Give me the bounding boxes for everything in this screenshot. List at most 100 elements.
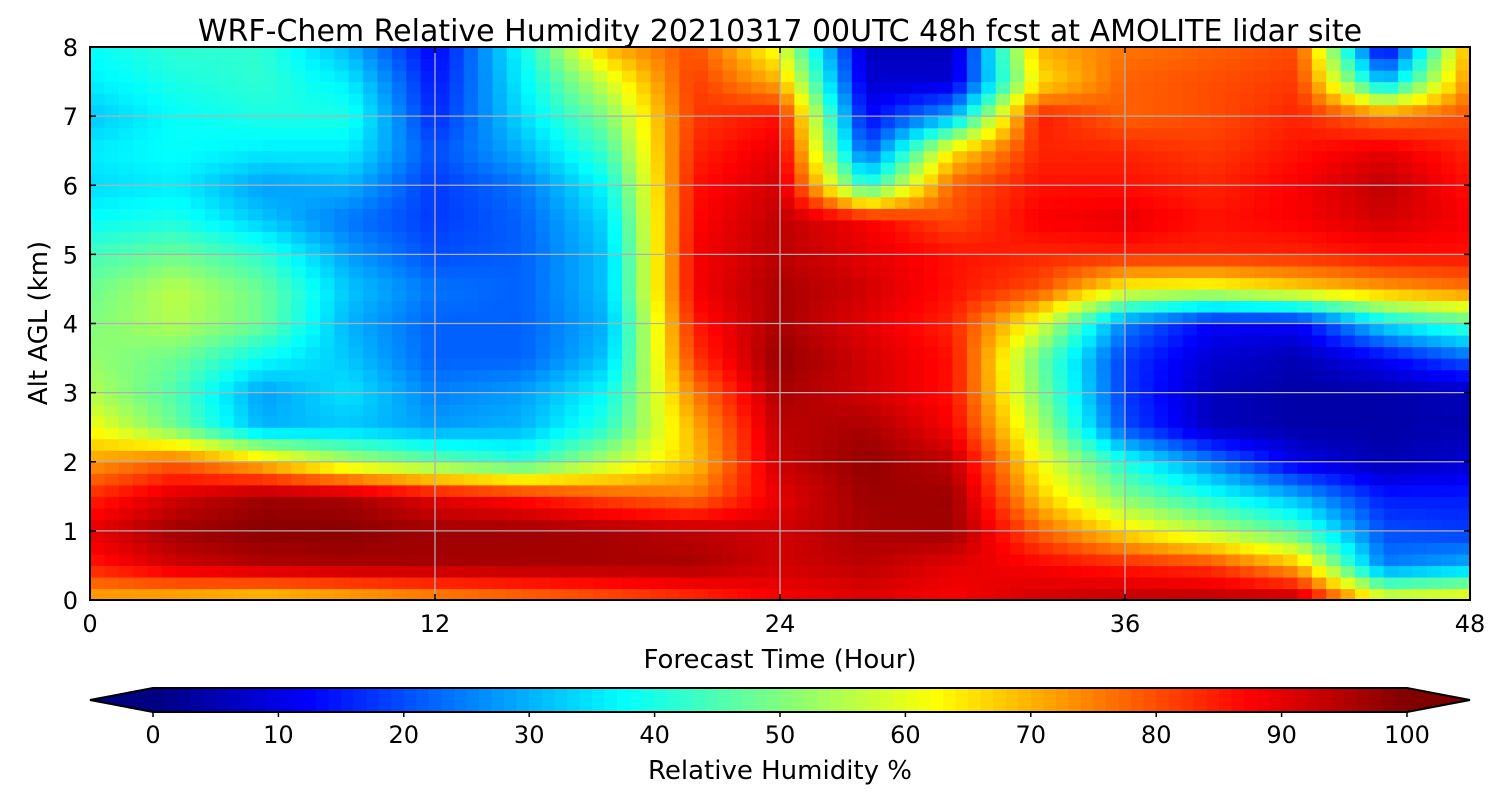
heatmap-cell [118,288,134,302]
heatmap-cell [161,277,177,290]
heatmap-cell [1110,47,1126,60]
heatmap-cell [650,473,666,486]
heatmap-cell [837,542,853,555]
heatmap-cell [435,127,450,140]
heatmap-cell [1369,404,1385,417]
heatmap-cell [880,231,896,244]
heatmap-cell [391,254,407,267]
heatmap-cell [650,47,666,60]
heatmap-cell [578,47,594,60]
heatmap-cell [161,196,177,209]
heatmap-cell [1024,392,1040,405]
heatmap-cell [1283,58,1299,71]
heatmap-cell [176,450,192,463]
heatmap-cell [118,553,134,567]
heatmap-cell [593,150,609,163]
heatmap-cell [851,404,867,417]
heatmap-cell [736,415,752,428]
heatmap-cell [478,104,494,117]
heatmap-cell [636,311,652,325]
heatmap-cell [219,162,235,175]
heatmap-cell [636,404,652,417]
heatmap-cell [722,162,738,175]
heatmap-cell [1053,369,1069,382]
heatmap-cell [1455,473,1470,486]
heatmap-cell [363,450,379,463]
heatmap-cell [1024,208,1040,221]
heatmap-cell [966,369,982,382]
heatmap-cell [320,404,335,417]
heatmap-cell [1455,565,1470,578]
heatmap-cell [909,139,925,152]
heatmap-cell [1110,116,1126,129]
heatmap-cell [708,196,724,209]
heatmap-cell [1168,519,1184,532]
heatmap-cell [880,139,896,152]
heatmap-cell [463,231,479,244]
heatmap-cell [478,369,494,382]
heatmap-cell [90,196,105,209]
heatmap-cell [334,70,350,83]
heatmap-cell [1182,553,1198,567]
heatmap-cell [492,392,508,405]
heatmap-cell [133,565,149,578]
heatmap-cell [463,277,479,290]
heatmap-cell [837,265,853,279]
colorbar-segment [428,688,443,712]
heatmap-cell [851,576,867,590]
heatmap-cell [851,150,867,163]
heatmap-cell [248,116,264,129]
colorbar-tick-label: 80 [1141,721,1172,749]
heatmap-cell [276,346,292,359]
heatmap-cell [794,565,810,578]
heatmap-cell [808,381,824,394]
heatmap-cell [823,461,839,474]
heatmap-cell [348,208,364,221]
heatmap-cell [1010,242,1025,255]
heatmap-cell [1110,162,1126,175]
heatmap-cell [291,530,307,543]
heatmap-cell [923,162,939,175]
heatmap-cell [291,150,307,163]
heatmap-cell [851,381,867,394]
heatmap-cell [535,231,551,244]
heatmap-cell [1283,104,1299,117]
heatmap-cell [176,542,192,555]
heatmap-cell [765,553,781,567]
heatmap-cell [1283,438,1299,451]
heatmap-cell [90,242,105,255]
heatmap-cell [291,519,307,532]
heatmap-cell [736,300,752,313]
heatmap-cell [305,265,321,279]
heatmap-cell [837,219,853,232]
colorbar-segment [1005,688,1019,712]
heatmap-cell [463,173,479,186]
heatmap-cell [1283,127,1299,140]
heatmap-cell [176,415,192,428]
heatmap-cell [751,496,767,509]
heatmap-cell [607,519,623,532]
heatmap-cell [952,93,968,106]
heatmap-cell [1196,358,1212,371]
heatmap-cell [492,311,508,325]
heatmap-cell [233,519,249,532]
heatmap-cell [650,162,666,175]
heatmap-cell [334,162,350,175]
heatmap-cell [1326,565,1342,578]
heatmap-cell [291,588,307,600]
heatmap-cell [823,277,839,290]
heatmap-cell [1441,104,1457,117]
heatmap-cell [291,553,307,567]
heatmap-cell [535,208,551,221]
heatmap-cell [449,162,465,175]
heatmap-cell [147,116,163,129]
heatmap-cell [1383,323,1399,336]
colorbar-segment [403,688,417,712]
heatmap-cell [291,496,307,509]
heatmap-cell [780,231,795,244]
heatmap-cell [1398,127,1414,140]
heatmap-cell [521,565,537,578]
heatmap-cell [1383,473,1399,486]
heatmap-cell [1211,576,1227,590]
heatmap-cell [708,231,724,244]
